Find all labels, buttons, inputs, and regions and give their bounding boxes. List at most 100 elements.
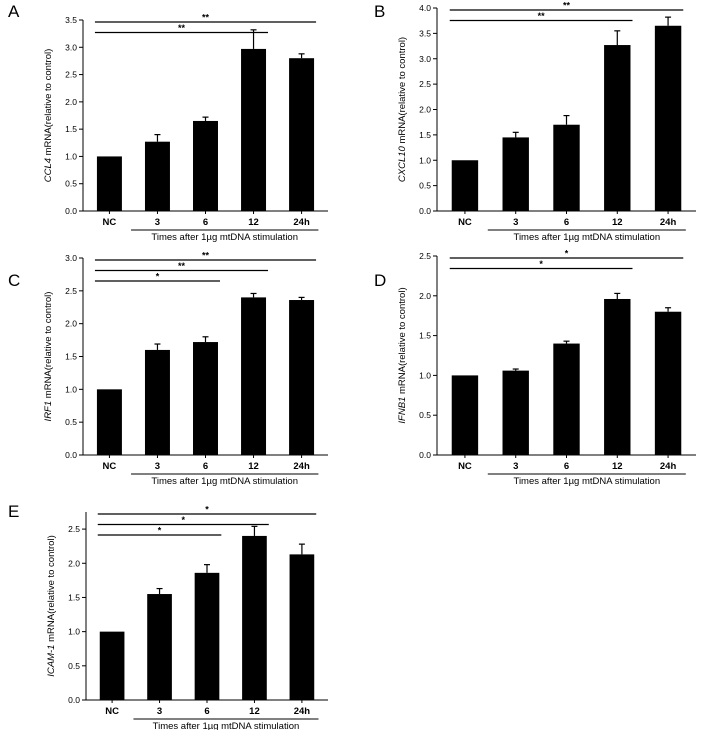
x-axis-label: Times after 1µg mtDNA stimulation [514,232,661,243]
y-tick-label: 3.0 [65,253,77,263]
significance-label: * [205,505,209,515]
y-tick-label: 1.5 [419,130,431,140]
chart-panel-b: B 0.0 0.5 1.0 1.5 2.0 2.5 3.0 3.5 4.0 NC 3 6 12 24h Tim… [374,1,696,243]
y-tick-label: 0.5 [65,179,77,189]
significance-label: * [182,515,186,525]
y-tick-label: 1.5 [65,352,77,362]
y-tick-label: 2.0 [68,558,80,568]
y-tick-label: 0.5 [68,661,80,671]
y-tick-label: 1.0 [419,155,431,165]
panel-letter: A [8,2,20,21]
y-tick-label: 2.0 [65,319,77,329]
x-axis-label: Times after 1µg mtDNA stimulation [514,476,661,487]
bar-NC [451,375,479,455]
bar-24h [289,554,315,700]
bar-6 [553,124,580,211]
y-axis-label-gene: CXCL10 [397,145,408,182]
y-tick-label: 2.0 [419,291,431,301]
x-tick-label: 24h [660,217,677,228]
bar-6 [193,120,218,211]
x-tick-label: 24h [293,217,310,228]
x-tick-label: 12 [612,461,623,472]
x-tick-label: 24h [293,461,310,472]
panel-letter: E [8,502,19,521]
panel-letter: B [374,2,385,21]
chart-panel-e: E 0.0 0.5 1.0 1.5 2.0 2.5 NC 3 6 12 24h Times after … [8,502,328,730]
significance-label: ** [178,261,186,271]
y-axis-label-unit: mRNA(relative to control) [43,292,54,401]
bar-6 [194,572,220,700]
bar-3 [502,370,529,455]
chart-panel-d: D 0.0 0.5 1.0 1.5 2.0 2.5 NC 3 6 12 24h Times after … [374,249,696,487]
bar-3 [144,141,170,211]
y-tick-label: 2.5 [419,251,431,261]
y-tick-label: 2.0 [419,105,431,115]
panel-letter: C [8,271,20,290]
significance-label: ** [538,11,546,21]
y-axis-label: CXCL10 mRNA(relative to control) [397,37,408,182]
x-axis-label: Times after 1µg mtDNA stimulation [151,232,298,243]
bar-3 [502,137,529,211]
y-tick-label: 2.5 [65,70,77,80]
y-tick-label: 0.5 [419,410,431,420]
significance-label: ** [202,13,210,23]
y-tick-label: 2.5 [65,286,77,296]
significance-label: * [565,249,569,259]
bar-NC [451,160,479,211]
y-tick-label: 3.0 [419,54,431,64]
x-tick-label: 3 [155,217,160,228]
x-tick-label: NC [458,217,472,228]
y-tick-label: 2.5 [68,524,80,534]
x-tick-label: 6 [204,706,209,717]
x-tick-label: 12 [249,706,260,717]
bar-6 [553,343,580,455]
y-tick-label: 2.0 [65,97,77,107]
y-axis-label-unit: mRNA(relative to control) [43,49,54,158]
bar-NC [96,389,122,455]
significance-label: ** [202,251,210,261]
y-tick-label: 4.0 [419,3,431,13]
x-tick-label: 12 [248,217,259,228]
y-tick-label: 0.0 [419,450,431,460]
y-tick-label: 3.0 [65,42,77,52]
y-tick-label: 0.0 [65,206,77,216]
y-tick-label: 1.0 [65,384,77,394]
y-tick-label: 3.5 [419,28,431,38]
y-axis-label: ICAM-1 mRNA(relative to control) [46,535,57,676]
x-tick-label: NC [105,706,119,717]
y-tick-label: 2.5 [419,79,431,89]
y-tick-label: 0.0 [68,695,80,705]
bar-NC [96,156,122,211]
x-tick-label: 12 [612,217,623,228]
y-axis-label-gene: IRF1 [43,401,54,422]
significance-label: * [156,272,160,282]
x-tick-label: NC [103,461,117,472]
x-tick-label: 6 [564,461,569,472]
panel-letter: D [374,271,386,290]
x-tick-label: 6 [203,461,208,472]
y-axis-label-unit: mRNA(relative to control) [397,287,408,396]
x-tick-label: NC [103,217,117,228]
bar-24h [654,311,682,455]
y-tick-label: 1.5 [68,592,80,602]
bar-24h [289,300,315,455]
x-axis-label: Times after 1µg mtDNA stimulation [151,476,298,487]
y-tick-label: 0.5 [65,417,77,427]
x-tick-label: 3 [513,461,518,472]
x-tick-label: 3 [155,461,160,472]
x-tick-label: 12 [248,461,259,472]
y-axis-label: IFNB1 mRNA(relative to control) [397,287,408,423]
x-axis-label: Times after 1µg mtDNA stimulation [153,721,300,730]
chart-panel-a: A 0.0 0.5 1.0 1.5 2.0 2.5 3.0 3.5 NC 3 6 12 24h Times … [8,2,328,243]
y-tick-label: 1.0 [65,151,77,161]
y-axis-label-gene: CCL4 [43,158,54,182]
bar-NC [99,631,125,700]
x-tick-label: 24h [294,706,311,717]
y-tick-label: 0.5 [419,181,431,191]
y-tick-label: 3.5 [65,15,77,25]
x-tick-label: 24h [660,461,677,472]
y-axis-label-gene: ICAM-1 [46,645,57,677]
y-tick-label: 1.5 [419,331,431,341]
bar-12 [604,45,631,211]
